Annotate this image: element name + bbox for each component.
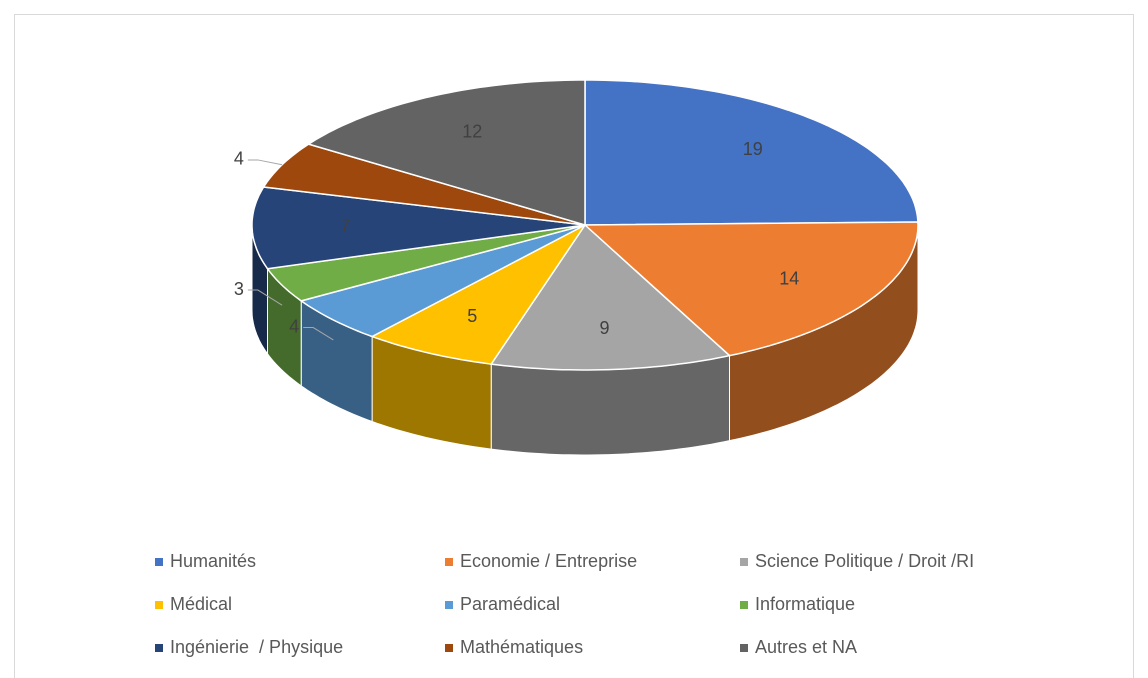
legend-label: Economie / Entreprise xyxy=(460,551,637,571)
slice xyxy=(266,224,586,302)
legend-label: Mathématiques xyxy=(460,637,583,657)
data-label: 7 xyxy=(340,216,350,236)
legend-swatch xyxy=(445,558,453,566)
data-label: 5 xyxy=(467,306,477,326)
slice xyxy=(584,79,919,226)
legend-label: Autres et NA xyxy=(755,637,857,657)
slice xyxy=(370,224,586,365)
data-label: 14 xyxy=(779,268,799,288)
legend-swatch xyxy=(155,558,163,566)
data-label: 3 xyxy=(234,279,244,299)
legend-label: Humanités xyxy=(170,551,256,571)
legend-swatch xyxy=(740,601,748,609)
legend-label: Science Politique / Droit /RI xyxy=(755,551,974,571)
data-label: 4 xyxy=(289,316,299,336)
leader-line xyxy=(247,159,283,166)
slice-side xyxy=(490,354,730,456)
legend-swatch xyxy=(740,644,748,652)
chart-frame xyxy=(14,14,1134,678)
leader-line xyxy=(303,327,334,341)
slice xyxy=(583,221,919,357)
slice xyxy=(262,143,586,226)
legend-label: Médical xyxy=(170,594,232,614)
slice xyxy=(306,79,586,227)
legend-swatch xyxy=(740,558,748,566)
legend-label: Informatique xyxy=(755,594,855,614)
slice xyxy=(299,224,586,338)
data-label: 19 xyxy=(743,139,763,159)
legend-swatch xyxy=(155,601,163,609)
legend-label: Paramédical xyxy=(460,594,560,614)
data-label: 4 xyxy=(234,149,244,169)
slice xyxy=(251,186,586,270)
legend-label: Ingénierie / Physique xyxy=(170,637,343,657)
data-label: 9 xyxy=(600,318,610,338)
legend-swatch xyxy=(445,601,453,609)
data-label: 12 xyxy=(462,122,482,142)
legend-swatch xyxy=(445,644,453,652)
slice xyxy=(489,223,732,371)
legend-swatch xyxy=(155,644,163,652)
leader-line xyxy=(247,289,283,306)
